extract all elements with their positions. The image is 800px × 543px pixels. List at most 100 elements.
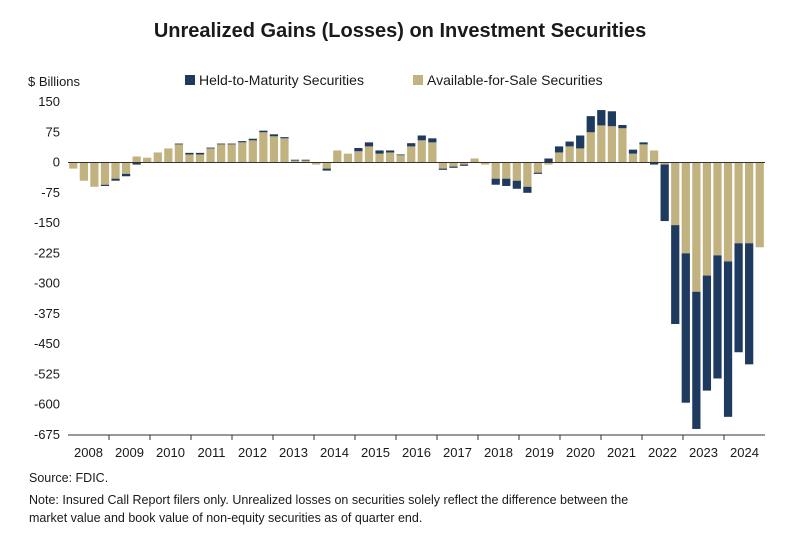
bar-afs [544,162,553,165]
bar-htm [713,255,722,379]
bar-htm [671,225,680,324]
bar-htm [206,147,215,149]
bar-htm [692,291,701,429]
bar-afs [143,157,152,163]
y-tick-label: -525 [34,366,60,381]
bar-htm [650,162,659,165]
legend-label-htm: Held-to-Maturity Securities [199,72,364,88]
y-tick-label: -75 [41,185,60,200]
chart-title: Unrealized Gains (Losses) on Investment … [153,20,647,42]
bar-afs [174,144,184,163]
x-tick-label: 2017 [443,445,472,460]
bar-afs [723,162,733,262]
bar-htm [576,135,585,149]
bar-htm [607,111,616,127]
x-tick-label: 2016 [402,445,431,460]
x-tick-label: 2024 [730,445,759,460]
x-tick-label: 2012 [238,445,267,460]
bar-afs [565,146,574,163]
bar-htm [280,137,289,139]
bar-afs [671,162,680,226]
bar-afs [259,132,268,163]
legend-swatch-htm [185,75,195,85]
bar-htm [259,130,268,133]
bar-htm [597,110,606,126]
bar-htm [407,143,416,147]
y-tick-label: -675 [34,427,60,442]
bar-htm [533,172,543,174]
y-tick-label: -450 [34,336,60,351]
bar-afs [702,162,712,276]
bar-afs [755,162,764,248]
bar-afs [597,125,606,163]
bar-afs [650,150,659,163]
y-tick-label: 75 [46,124,60,139]
bar-htm [396,154,405,156]
bar-afs [333,150,342,163]
y-tick-label: -150 [34,215,60,230]
bar-afs [269,136,279,163]
bar-afs [407,146,416,163]
legend: Held-to-Maturity Securities Available-fo… [185,72,603,88]
bar-afs [533,162,543,173]
bar-htm [385,150,395,153]
bar-afs [713,162,722,256]
bar-htm [544,158,553,163]
bar-afs [280,138,289,163]
bar-afs [586,132,595,163]
x-tick-label: 2008 [74,445,103,460]
y-tick-label: 150 [38,94,60,109]
bars [68,110,765,429]
bar-afs [734,162,743,244]
bar-htm [375,150,384,154]
bar-htm [195,152,205,155]
x-tick-label: 2020 [566,445,595,460]
legend-label-afs: Available-for-Sale Securities [427,72,603,88]
bar-htm [681,253,690,403]
y-tick-label: -375 [34,306,60,321]
x-tick-label: 2014 [320,445,349,460]
y-tick-label: -225 [34,245,60,260]
bar-htm [639,142,648,145]
bar-afs [692,162,701,292]
bar-afs [195,154,205,163]
bar-htm [354,148,363,152]
bar-htm [290,159,300,161]
bar-htm [269,134,279,137]
bar-htm [618,125,627,129]
bar-afs [417,140,426,163]
bar-afs [227,144,236,163]
bar-afs [79,162,88,181]
bar-htm [132,162,141,165]
bar-afs [206,148,215,163]
bar-afs [681,162,690,254]
bar-htm [745,243,754,365]
bar-htm [491,178,500,185]
bar-htm [554,146,564,153]
bar-afs [354,151,363,163]
bar-afs [343,153,352,163]
bar-afs [238,142,247,163]
bar-htm [459,164,469,166]
x-tick-label: 2019 [525,445,554,460]
bar-afs [121,162,131,174]
bar-htm [449,166,458,168]
bar-htm [227,143,236,145]
bar-afs [185,154,194,163]
bar-htm [121,173,131,177]
bar-htm [723,261,733,417]
bar-htm [185,152,194,155]
bar-afs [554,152,564,163]
bar-htm [417,135,426,141]
x-tick-label: 2011 [198,445,226,460]
bar-htm [301,159,310,161]
bar-htm [565,141,574,147]
x-tick-label: 2010 [156,445,185,460]
y-axis-label: $ Billions [28,74,81,89]
y-tick-label: -300 [34,276,60,291]
bar-afs [290,160,300,163]
x-tick-label: 2013 [279,445,308,460]
bar-htm [502,178,511,186]
bar-htm [364,142,374,147]
y-tick-label: -600 [34,397,60,412]
